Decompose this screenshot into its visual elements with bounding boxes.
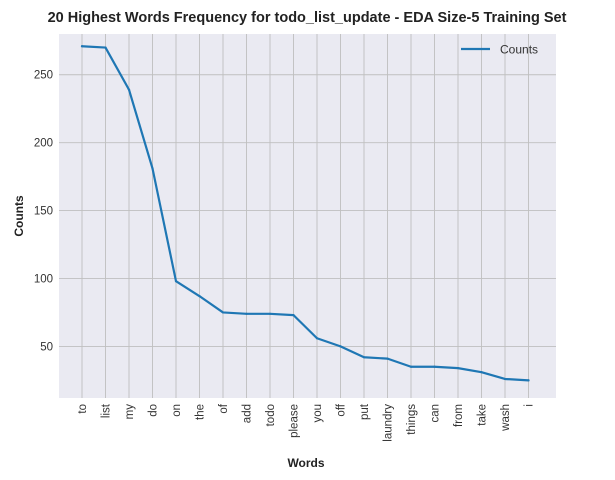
x-tick-label: can (430, 404, 442, 423)
data-point (104, 46, 107, 49)
x-tick-label: my (124, 404, 136, 420)
x-tick-label: from (453, 404, 465, 427)
data-point (80, 45, 84, 48)
data-point (245, 312, 248, 315)
data-point (339, 345, 342, 348)
data-point (527, 379, 530, 382)
y-axis-label: Counts (12, 195, 26, 237)
legend: Counts (461, 43, 538, 57)
x-tick-label: take (477, 404, 489, 426)
data-point (456, 367, 460, 370)
x-tick-label: todo (265, 404, 277, 426)
x-tick-label: of (218, 403, 230, 413)
data-point (198, 295, 201, 298)
x-gridlines (81, 34, 529, 398)
data-point (480, 371, 483, 374)
data-point (433, 365, 436, 368)
y-tick-labels: 50 100 150 200 250 (34, 70, 53, 354)
x-tick-label: the (195, 404, 207, 420)
y-tick-label: 250 (34, 70, 53, 82)
data-point (362, 356, 366, 359)
data-point (221, 311, 225, 314)
x-tick-label: please (289, 404, 301, 438)
y-gridlines (59, 74, 556, 347)
x-tick-label: to (77, 404, 89, 414)
x-tick-label: list (101, 403, 113, 418)
y-tick-label: 200 (34, 138, 53, 150)
legend-label-counts: Counts (500, 43, 538, 57)
data-points (80, 45, 530, 382)
y-tick-label: 150 (34, 206, 53, 218)
x-tick-label: laundry (383, 404, 395, 442)
x-axis-label: Words (287, 456, 324, 470)
x-tick-label: things (406, 404, 418, 435)
data-point (292, 314, 295, 317)
data-point (174, 280, 178, 283)
x-tick-label: do (148, 404, 160, 417)
x-tick-label: put (359, 403, 371, 420)
data-point (386, 357, 389, 360)
x-tick-label: off (336, 403, 348, 416)
data-point (503, 377, 507, 381)
plot-area (59, 34, 556, 398)
data-point (127, 88, 131, 91)
x-tick-label: on (171, 404, 183, 417)
x-tick-label: wash (500, 404, 512, 432)
x-tick-labels: to list my do on the of add todo please you off put l… (77, 403, 536, 442)
x-tick-label: you (312, 404, 324, 423)
x-tick-label: i (524, 404, 536, 407)
chart-title: 20 Highest Words Frequency for todo_list… (48, 10, 567, 26)
y-tick-label: 100 (34, 273, 53, 285)
data-point (268, 312, 272, 315)
data-point (151, 167, 154, 170)
series-line-counts (80, 45, 530, 382)
data-point (409, 365, 413, 368)
x-tick-label: add (242, 404, 254, 423)
y-tick-label: 50 (40, 341, 53, 353)
data-point (315, 337, 319, 340)
